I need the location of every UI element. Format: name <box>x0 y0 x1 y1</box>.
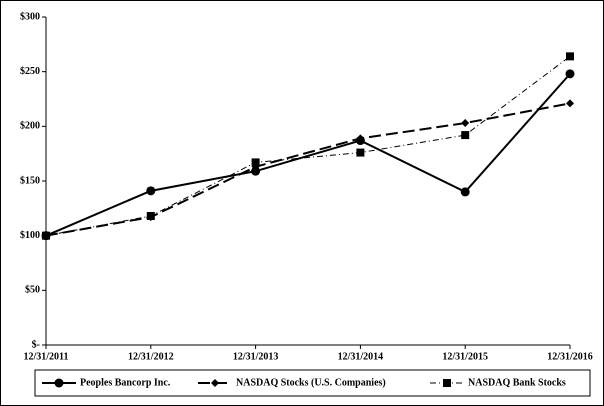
legend-box <box>34 369 591 397</box>
legend-label: Peoples Bancorp Inc. <box>80 377 171 388</box>
marker <box>566 52 574 61</box>
marker <box>356 148 365 157</box>
marker <box>251 166 261 176</box>
y-tick-label: $200 <box>20 121 40 132</box>
y-tick-label: $250 <box>20 66 40 77</box>
series-line <box>45 102 571 237</box>
marker <box>461 131 470 140</box>
y-tick-label: $100 <box>20 230 40 241</box>
marker <box>356 134 365 143</box>
y-tick-label: $150 <box>20 175 40 186</box>
legend-label: NASDAQ Stocks (U.S. Companies) <box>236 377 386 388</box>
series-line <box>45 55 571 237</box>
marker <box>443 379 451 387</box>
marker <box>146 186 156 196</box>
y-tick-label: $300 <box>20 11 40 22</box>
marker <box>42 231 50 240</box>
marker <box>460 187 470 197</box>
x-tick-label: 12/31/2014 <box>338 351 384 362</box>
marker <box>251 158 260 167</box>
marker <box>566 99 574 108</box>
x-tick-label: 12/31/2016 <box>547 351 593 362</box>
x-tick-label: 12/31/2013 <box>233 351 279 362</box>
marker <box>461 119 470 128</box>
marker <box>146 211 155 220</box>
legend-label: NASDAQ Bank Stocks <box>468 377 566 388</box>
x-tick-label: 12/31/2015 <box>442 351 488 362</box>
marker <box>565 69 575 79</box>
y-tick-label: $50 <box>25 285 40 296</box>
marker <box>211 379 219 387</box>
marker <box>54 378 64 388</box>
x-tick-label: 12/31/2011 <box>23 351 68 362</box>
y-tick-label: $- <box>32 339 40 350</box>
x-tick-label: 12/31/2012 <box>128 351 174 362</box>
series-line <box>45 73 571 237</box>
